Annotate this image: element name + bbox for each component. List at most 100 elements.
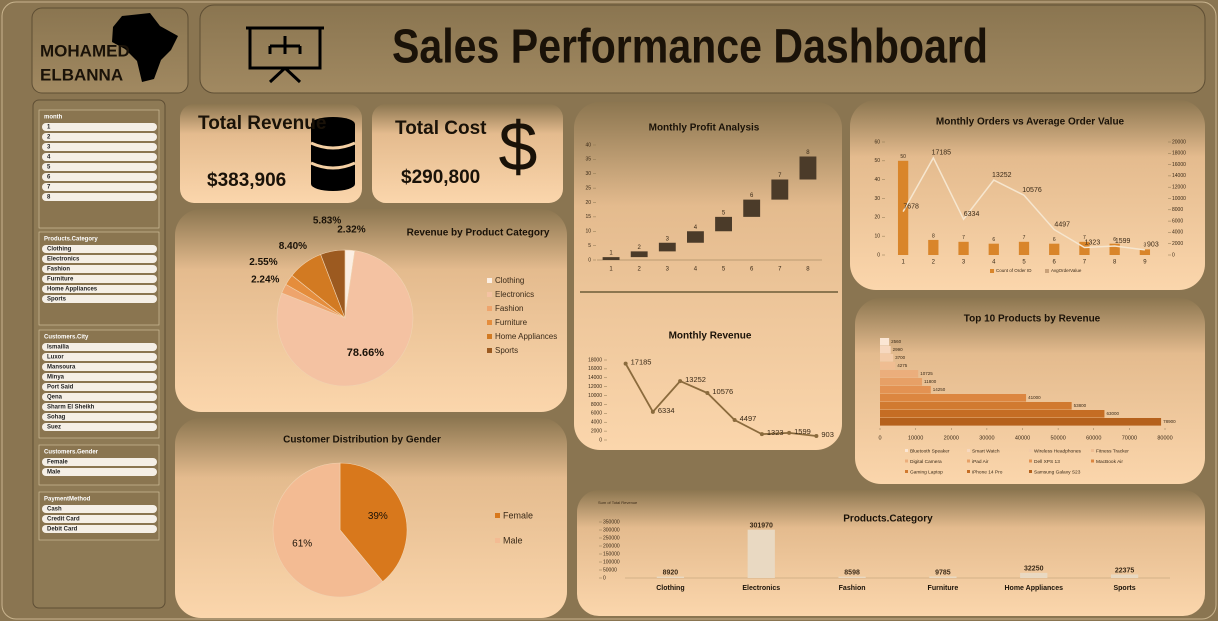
data-label: 14250 (933, 387, 946, 392)
x-tick-label: 70000 (1122, 435, 1137, 441)
x-tick-label: 7 (1083, 260, 1087, 266)
slicer-item[interactable] (42, 505, 157, 513)
slicer-item[interactable] (42, 413, 157, 421)
slicer-item[interactable] (42, 153, 157, 161)
x-tick-label: Home Appliances (1005, 585, 1064, 592)
data-label: 301970 (750, 523, 773, 530)
slicer-item-label: Luxor (47, 355, 64, 361)
y-tick-label: 0 (599, 437, 602, 443)
y-tick-label: 20 (874, 215, 880, 221)
y-tick-label: 25 (585, 185, 591, 191)
slicer-item[interactable] (42, 525, 157, 533)
line (624, 363, 817, 437)
legend-swatch (1045, 269, 1049, 273)
slicer-item[interactable] (42, 255, 157, 263)
y-tick-label: 5 (588, 243, 591, 249)
legend-label: Sports (495, 346, 518, 355)
slicer-title: Customers.City (44, 335, 89, 341)
bar (1079, 241, 1090, 255)
x-tick-label: 4 (694, 267, 698, 273)
legend-label: Count of Order ID (996, 268, 1032, 273)
legend-label: iPad Air (972, 459, 989, 465)
y-tick-label: 2000 (591, 428, 602, 434)
y-tick-label: 12000 (588, 384, 602, 390)
legend-swatch (1091, 449, 1094, 452)
slicer-item-label: Port Said (47, 385, 74, 391)
data-label: 13252 (992, 172, 1012, 179)
data-label: 8598 (844, 569, 860, 576)
slicer-item-label: Suez (47, 425, 61, 431)
data-label: 3 (666, 236, 670, 242)
data-label: 1 (609, 251, 613, 257)
x-tick-label: 3 (962, 260, 966, 266)
y-tick-label: 50000 (603, 567, 617, 573)
slicer-item[interactable] (42, 458, 157, 466)
slicer-item[interactable] (42, 353, 157, 361)
slicer-item[interactable] (42, 343, 157, 351)
y-tick-label: 10000 (588, 393, 602, 399)
x-tick-label: 6 (750, 267, 754, 273)
slicer-item[interactable] (42, 468, 157, 476)
slicer-item[interactable] (42, 393, 157, 401)
bar (656, 576, 685, 578)
slicer-item[interactable] (42, 123, 157, 131)
bar (1018, 241, 1030, 255)
legend-swatch (487, 306, 492, 311)
slicer-item[interactable] (42, 143, 157, 151)
legend-swatch (487, 320, 492, 325)
legend-swatch (487, 292, 492, 297)
slicer-item[interactable] (42, 363, 157, 371)
data-label: 7678 (903, 203, 919, 210)
data-label: 8920 (663, 569, 679, 576)
legend-swatch (487, 278, 492, 283)
x-tick-label: 10000 (908, 435, 923, 441)
slicer-item[interactable] (42, 373, 157, 381)
slicer-item-label: Credit Card (47, 517, 80, 523)
slicer-item[interactable] (42, 173, 157, 181)
legend-label: Male (503, 535, 523, 545)
chart-title: Monthly Revenue (669, 331, 752, 342)
data-label: 10576 (1022, 187, 1042, 194)
slicer-item[interactable] (42, 285, 157, 293)
y-tick-label: 200000 (603, 543, 620, 549)
slicer-item[interactable] (42, 265, 157, 273)
slicer-item-label: Female (47, 460, 68, 466)
bar (715, 216, 732, 232)
bar (880, 362, 896, 370)
point (787, 430, 792, 435)
slicer-item[interactable] (42, 183, 157, 191)
data-label: 13252 (685, 375, 706, 384)
slicer-item[interactable] (42, 193, 157, 201)
data-label: 3700 (895, 355, 906, 360)
slicer-item[interactable] (42, 163, 157, 171)
chart-title: Top 10 Products by Revenue (964, 314, 1101, 325)
slicer-item[interactable] (42, 383, 157, 391)
legend-label: Clothing (495, 276, 524, 285)
y-tick-label: 40 (874, 177, 880, 183)
slicer-item-label: 3 (47, 145, 51, 151)
slicer-item[interactable] (42, 403, 157, 411)
data-label: 78.66% (347, 347, 385, 359)
y-tick-label: 35 (585, 157, 591, 163)
slicer-item[interactable] (42, 275, 157, 283)
panel (850, 100, 1205, 290)
slicer-item[interactable] (42, 133, 157, 141)
point (705, 390, 710, 395)
slicer-item[interactable] (42, 515, 157, 523)
legend-label: Digital Camera (910, 459, 942, 465)
slicer-item[interactable] (42, 423, 157, 431)
slicer-item-label: 8 (47, 195, 51, 201)
x-tick-label: 6 (1053, 260, 1057, 266)
data-label: 903 (821, 430, 834, 439)
slicer-item[interactable] (42, 245, 157, 253)
x-tick-label: Fashion (839, 585, 866, 592)
data-label: 7 (1083, 235, 1086, 241)
slicer-item-label: Home Appliances (47, 287, 98, 293)
y-tick-label: 0 (603, 575, 606, 581)
slicer-item-label: 5 (47, 165, 51, 171)
y-tick-label: 6000 (591, 411, 602, 417)
y-tick-label: 10 (874, 233, 880, 239)
slicer-item-label: Minya (47, 375, 65, 381)
slicer-item[interactable] (42, 295, 157, 303)
